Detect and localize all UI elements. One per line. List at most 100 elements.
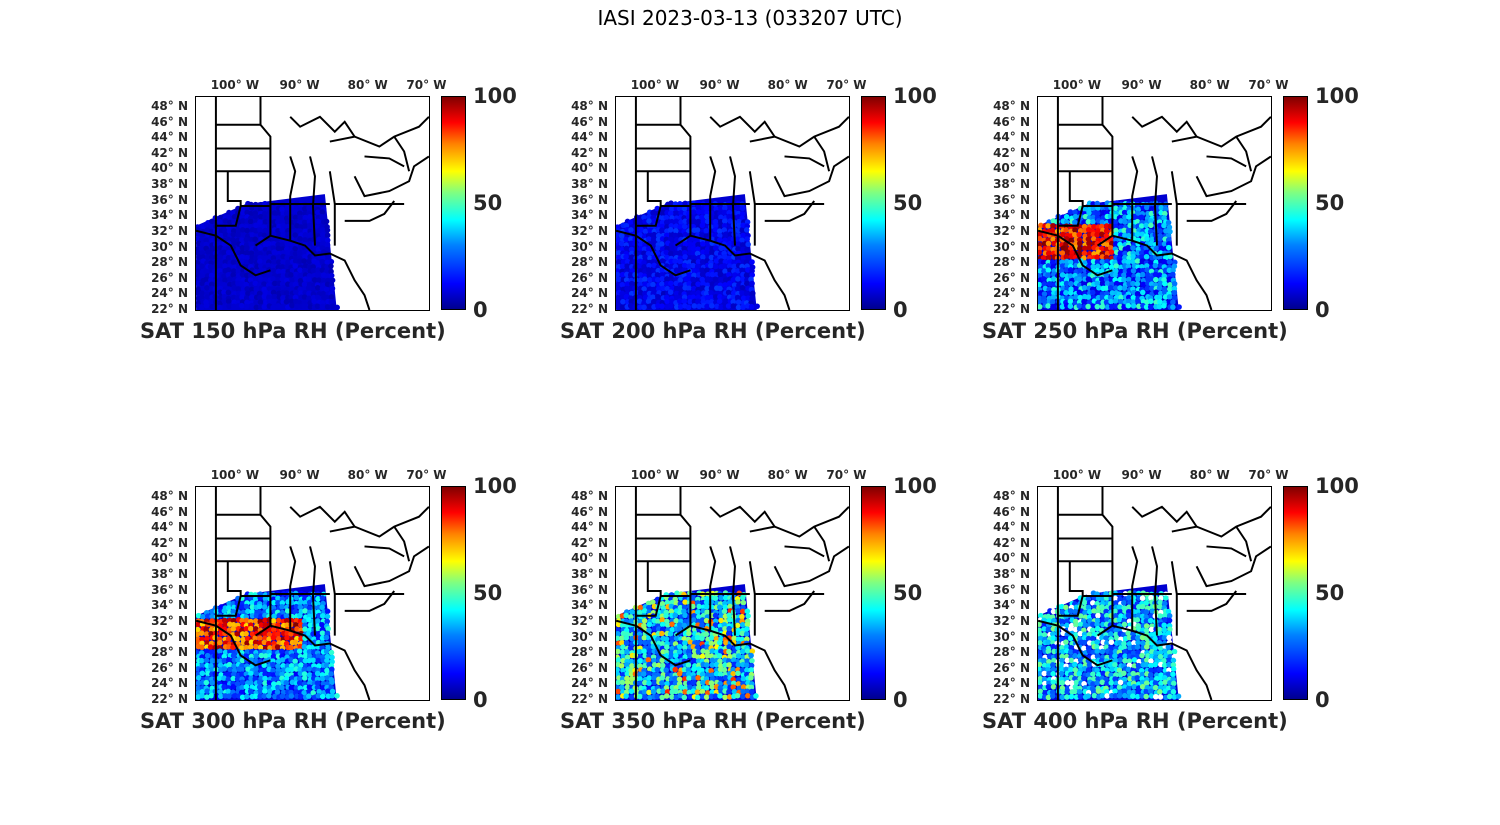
rh-observation-dot [292,214,299,221]
rh-observation-dot [721,222,728,229]
rh-observation-dot [306,666,313,672]
rh-observation-dot [616,679,622,686]
latitude-tick-label: 34° N [571,598,608,613]
rh-observation-dot [708,667,714,674]
rh-observation-dot [682,241,689,247]
longitude-tick-label: 80° W [1189,468,1230,482]
rh-observation-dot [1148,240,1154,247]
rh-observation-dot [1166,685,1172,692]
rh-observation-dot [739,227,746,234]
rh-observation-dot [708,635,715,641]
rh-observation-dot [1113,680,1120,687]
rh-observation-dot [1130,303,1137,309]
state-boundary-line [1206,155,1247,168]
rh-observation-dot [1143,249,1150,256]
rh-observation-dot [748,662,755,669]
rh-observation-dot [1170,666,1177,672]
rh-observation-dot [204,652,211,659]
rh-observation-dot [230,622,237,628]
state-boundary-line [729,156,736,246]
latitude-tick-label: 22° N [571,692,608,706]
rh-observation-dot [1112,285,1119,291]
rh-observation-dot [642,679,648,686]
rh-observation-dot [279,648,285,655]
rh-observation-dot [257,244,263,251]
rh-observation-dot [198,263,205,269]
rh-observation-dot [329,692,335,699]
rh-observation-dot [204,675,211,682]
rh-observation-dot [722,694,728,700]
rh-observation-dot [668,236,674,243]
rh-observation-dot [283,299,290,305]
rh-observation-dot [1125,302,1132,309]
rh-observation-dot [253,693,259,700]
latitude-tick-label: 42° N [993,145,1030,160]
rh-observation-dot [685,662,692,668]
rh-observation-dot [749,648,756,654]
rh-observation-dot [1162,616,1168,623]
rh-observation-dot [311,298,317,305]
rh-observation-dot [1163,228,1169,234]
rh-observation-dot [1059,272,1066,278]
rh-observation-dot [1148,672,1154,678]
rh-observation-dot [726,209,733,216]
rh-observation-dot [238,645,245,651]
rh-observation-dot [681,245,687,252]
rh-observation-dot [249,604,256,610]
rh-observation-dot [1116,617,1123,623]
rh-observation-dot [694,634,701,641]
rh-observation-dot [275,595,281,602]
rh-observation-dot [238,302,245,309]
rh-observation-dot [1038,249,1042,256]
map-plot-area [195,486,430,701]
rh-observation-dot [302,653,309,659]
longitude-labels: 100° W 90° W 80° W 70° W [615,78,867,94]
rh-observation-dot [1165,219,1172,226]
rh-observation-dot [267,688,273,695]
rh-observation-dot [314,670,321,677]
rh-observation-dot [209,218,215,225]
rh-observation-dot [1095,595,1102,602]
rh-observation-dot [713,661,720,668]
rh-observation-dot [646,675,652,681]
latitude-tick-label: 22° N [993,692,1030,706]
latitude-tick-label: 46° N [151,114,188,129]
rh-observation-dot [1038,670,1043,677]
rh-observation-dot [739,205,746,211]
latitude-tick-label: 36° N [151,582,188,597]
colorbar-tick-label: 0 [1315,298,1330,322]
rh-observation-dot [258,213,264,220]
rh-observation-dot [230,644,236,651]
rh-observation-dot [739,242,746,248]
rh-observation-dot [659,227,665,233]
rh-observation-dot [1126,689,1133,696]
rh-observation-dot [735,653,742,659]
rh-observation-dot [248,680,254,686]
rh-observation-dot [1167,253,1173,260]
rh-observation-dot [1103,233,1110,239]
rh-observation-dot [1125,244,1132,251]
rh-observation-dot [306,657,312,664]
colorbar [861,96,886,310]
rh-observation-dot [1144,235,1150,242]
rh-observation-dot [1076,626,1083,632]
rh-observation-dot [1166,661,1172,668]
latitude-tick-label: 26° N [151,270,188,285]
rh-observation-dot [288,294,294,300]
rh-observation-dot [1143,204,1150,211]
rh-observation-dot [1138,223,1145,229]
rh-observation-dot [725,289,732,296]
rh-observation-dot [256,290,263,297]
rh-observation-dot [248,675,254,682]
rh-observation-dot [740,246,746,253]
rh-observation-dot [329,679,335,686]
rh-observation-dot [315,657,322,664]
rh-observation-dot [677,224,684,230]
rh-observation-dot [1081,219,1087,226]
rh-observation-dot [1121,600,1127,606]
state-boundary-line [729,546,736,636]
rh-observation-dot [1086,258,1093,265]
rh-observation-dot [1050,643,1057,650]
rh-observation-dot [1085,276,1092,282]
rh-observation-dot [314,284,321,291]
